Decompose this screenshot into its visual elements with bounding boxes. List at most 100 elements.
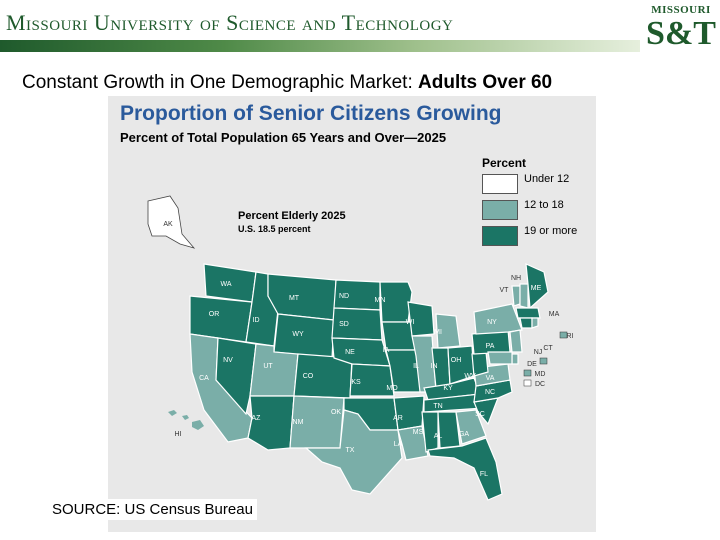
label-NC: NC xyxy=(485,389,495,396)
state-AR xyxy=(393,395,425,431)
label-DE: DE xyxy=(527,361,537,368)
university-name: Missouri University of Science and Techn… xyxy=(6,10,454,35)
state-GA xyxy=(455,409,487,445)
label-ND: ND xyxy=(339,293,349,300)
state-CT xyxy=(519,317,533,329)
label-VT: VT xyxy=(500,287,510,294)
legend-label: 12 to 18 xyxy=(524,199,564,211)
label-NH: NH xyxy=(511,275,521,282)
md-swatch xyxy=(523,369,532,377)
state-MA xyxy=(515,307,541,319)
label-TX: TX xyxy=(346,447,355,454)
label-IL: IL xyxy=(413,363,419,370)
state-HI xyxy=(168,410,204,430)
slide-title-emphasis: Adults Over 60 xyxy=(418,72,553,93)
legend-item-12-to-18: 12 to 18 xyxy=(482,200,592,220)
us-map: AK HI WA OR CA NV ID MT WY UT AZ CO NM N… xyxy=(147,195,574,501)
label-CT: CT xyxy=(543,345,553,352)
legend-swatch-19-or-more xyxy=(482,226,518,246)
state-MD xyxy=(487,351,513,365)
map-title: Proportion of Senior Citizens Growing xyxy=(120,102,502,125)
label-WI: WI xyxy=(406,319,415,326)
state-MI xyxy=(435,313,461,349)
legend-swatch-12-to-18 xyxy=(482,200,518,220)
inset-annotation: Percent Elderly 2025 U.S. 18.5 percent xyxy=(238,210,346,234)
state-NY xyxy=(473,303,523,335)
legend-title: Percent xyxy=(482,156,527,170)
state-WY xyxy=(273,313,335,359)
logo-top-text: MISSOURI xyxy=(651,4,711,16)
label-AK: AK xyxy=(163,221,173,228)
state-VT xyxy=(511,285,521,307)
state-WI xyxy=(407,301,435,337)
label-MO: MO xyxy=(386,385,398,392)
label-KS: KS xyxy=(351,379,361,386)
source-note: SOURCE: US Census Bureau xyxy=(48,499,257,520)
label-WV: WV xyxy=(464,373,476,380)
label-NY: NY xyxy=(487,319,497,326)
label-RI: RI xyxy=(567,333,574,340)
header: Missouri University of Science and Techn… xyxy=(0,0,720,66)
header-band xyxy=(0,40,640,52)
label-DC: DC xyxy=(535,381,545,388)
label-AL: AL xyxy=(434,433,443,440)
label-IA: IA xyxy=(383,347,390,354)
label-VA: VA xyxy=(486,375,495,382)
inset-title: Percent Elderly 2025 xyxy=(238,210,346,222)
label-NE: NE xyxy=(345,349,355,356)
label-UT: UT xyxy=(263,363,273,370)
label-HI: HI xyxy=(175,431,182,438)
label-CA: CA xyxy=(199,375,209,382)
state-LA xyxy=(397,425,429,461)
label-AZ: AZ xyxy=(252,415,262,422)
map-subtitle: Percent of Total Population 65 Years and… xyxy=(120,130,447,145)
label-KY: KY xyxy=(443,385,453,392)
label-GA: GA xyxy=(459,431,469,438)
label-OR: OR xyxy=(209,311,220,318)
label-NJ: NJ xyxy=(534,349,543,356)
label-MI: MI xyxy=(434,329,442,336)
label-MN: MN xyxy=(375,297,386,304)
label-WA: WA xyxy=(220,281,231,288)
label-SC: SC xyxy=(475,411,485,418)
label-PA: PA xyxy=(486,343,495,350)
de-swatch xyxy=(539,357,548,365)
state-MT xyxy=(267,273,337,321)
label-TN: TN xyxy=(433,403,442,410)
label-IN: IN xyxy=(431,363,438,370)
legend-item-under-12: Under 12 xyxy=(482,174,592,194)
label-ME: ME xyxy=(531,285,542,292)
state-DE xyxy=(511,353,519,365)
legend-label: Under 12 xyxy=(524,173,570,185)
map-panel: Proportion of Senior Citizens Growing Pe… xyxy=(108,96,596,532)
label-AR: AR xyxy=(393,415,403,422)
state-MO xyxy=(385,349,425,393)
state-AK xyxy=(147,195,196,249)
inset-us-average: U.S. 18.5 percent xyxy=(238,224,311,234)
label-WY: WY xyxy=(292,331,304,338)
legend-item-19-or-more: 19 or more xyxy=(482,226,592,246)
state-AZ xyxy=(247,395,295,451)
legend-label: 19 or more xyxy=(524,225,578,237)
slide-title: Constant Growth in One Demographic Marke… xyxy=(22,72,552,94)
label-LA: LA xyxy=(394,441,403,448)
label-SD: SD xyxy=(339,321,349,328)
label-ID: ID xyxy=(253,317,260,324)
label-FL: FL xyxy=(480,471,488,478)
state-NH xyxy=(519,283,529,309)
label-NM: NM xyxy=(293,419,304,426)
label-OH: OH xyxy=(451,357,462,364)
slide-title-text: Constant Growth in One Demographic Marke… xyxy=(22,72,419,93)
state-FL xyxy=(427,437,503,501)
state-ME xyxy=(525,263,549,310)
state-TX xyxy=(304,409,403,495)
dc-swatch xyxy=(523,379,532,387)
label-OK: OK xyxy=(331,409,341,416)
logo-main-text: S&T xyxy=(646,15,716,52)
state-RI xyxy=(531,317,539,329)
label-MS: MS xyxy=(413,429,424,436)
ri-swatch xyxy=(559,331,568,339)
label-MT: MT xyxy=(289,295,300,302)
label-MA: MA xyxy=(549,311,560,318)
label-CO: CO xyxy=(303,373,314,380)
